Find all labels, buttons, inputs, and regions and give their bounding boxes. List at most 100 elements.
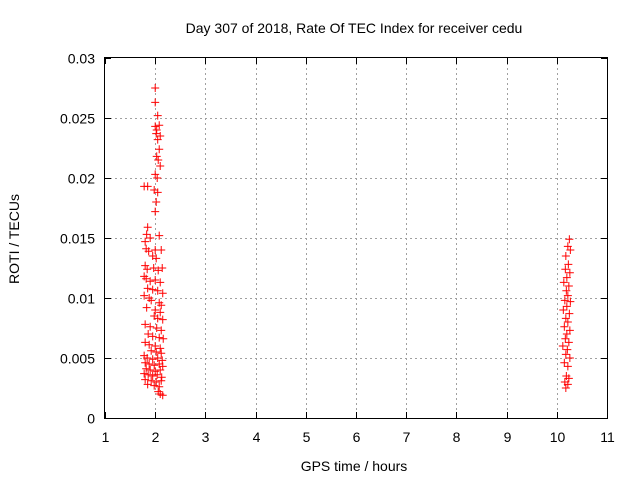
data-point xyxy=(156,308,165,317)
data-point xyxy=(157,349,166,358)
data-point xyxy=(152,198,161,206)
data-point xyxy=(151,306,160,314)
data-point xyxy=(143,380,152,389)
x-tick-label: 5 xyxy=(303,429,311,445)
data-point xyxy=(563,318,572,326)
data-point xyxy=(158,264,167,272)
data-point xyxy=(156,366,165,374)
data-point xyxy=(155,145,164,154)
data-point xyxy=(155,333,164,342)
data-point xyxy=(145,360,154,368)
x-tick-label: 2 xyxy=(152,429,160,445)
data-point xyxy=(151,342,160,350)
data-point xyxy=(563,345,572,354)
data-point xyxy=(561,252,570,260)
x-tick-label: 9 xyxy=(504,429,512,445)
data-point xyxy=(151,276,160,284)
data-point xyxy=(143,182,152,191)
data-point xyxy=(155,231,164,240)
y-tick-label: 0.01 xyxy=(68,291,95,307)
y-tick-label: 0 xyxy=(87,411,95,427)
y-tick-label: 0.005 xyxy=(60,351,95,367)
data-point xyxy=(141,237,150,246)
data-point xyxy=(148,355,157,364)
data-point xyxy=(142,364,151,373)
data-point xyxy=(559,278,568,287)
data-point xyxy=(152,152,161,161)
data-point xyxy=(158,391,167,400)
data-point xyxy=(146,234,155,242)
data-point xyxy=(561,350,570,359)
x-axis-label: GPS time / hours xyxy=(301,458,408,474)
data-point xyxy=(561,334,570,343)
data-point xyxy=(153,188,162,197)
data-point xyxy=(151,367,160,376)
data-point xyxy=(566,246,575,254)
data-point xyxy=(566,297,575,306)
data-point xyxy=(145,340,154,349)
data-point xyxy=(151,122,160,131)
data-point xyxy=(563,291,572,300)
data-point xyxy=(562,302,571,311)
data-point xyxy=(156,344,165,353)
data-point xyxy=(155,121,164,130)
data-point xyxy=(146,277,155,286)
data-point xyxy=(564,374,573,383)
data-point xyxy=(155,382,164,391)
data-point xyxy=(157,246,166,254)
data-point xyxy=(143,223,152,232)
x-tick-label: 7 xyxy=(403,429,411,445)
data-point xyxy=(153,111,162,120)
data-point xyxy=(150,361,159,370)
data-point xyxy=(565,309,574,318)
data-point xyxy=(151,84,160,92)
data-point xyxy=(146,322,155,331)
data-point xyxy=(140,291,149,300)
plot-frame xyxy=(104,57,608,419)
data-point xyxy=(141,320,150,329)
data-points xyxy=(140,84,575,400)
y-tick-label: 0.02 xyxy=(68,171,95,187)
data-point xyxy=(562,286,571,295)
data-point xyxy=(141,261,150,270)
data-point xyxy=(158,315,167,324)
data-point xyxy=(147,376,156,385)
x-tick-label: 10 xyxy=(550,429,566,445)
data-point xyxy=(156,278,165,287)
data-point xyxy=(143,284,152,293)
y-tick-label: 0.025 xyxy=(60,111,95,127)
data-point xyxy=(157,326,166,335)
data-point xyxy=(151,98,160,107)
data-point xyxy=(148,372,157,380)
data-point xyxy=(152,324,161,332)
data-point xyxy=(154,156,163,164)
x-tick-label: 3 xyxy=(202,429,210,445)
data-point xyxy=(144,370,153,379)
data-point xyxy=(140,369,149,378)
data-point xyxy=(144,247,153,256)
data-point xyxy=(142,274,151,283)
data-point xyxy=(141,375,150,384)
data-point xyxy=(152,129,161,138)
data-point xyxy=(149,264,158,272)
data-point xyxy=(146,366,155,374)
data-point xyxy=(159,334,168,343)
y-axis-ticks: 0 0.005 0.01 0.015 0.02 0.025 0.03 xyxy=(60,51,607,427)
data-point xyxy=(152,378,161,386)
data-point xyxy=(144,330,153,338)
data-point xyxy=(563,380,572,389)
data-point xyxy=(141,358,150,367)
data-point xyxy=(148,332,157,341)
data-point xyxy=(151,170,160,179)
data-point xyxy=(157,301,166,310)
x-tick-label: 4 xyxy=(253,429,261,445)
data-point xyxy=(565,235,574,244)
data-point xyxy=(157,376,166,385)
x-tick-label: 8 xyxy=(453,429,461,445)
data-point xyxy=(153,174,162,182)
chart-title: Day 307 of 2018, Rate Of TEC Index for r… xyxy=(186,20,523,36)
data-point xyxy=(561,265,570,274)
data-point xyxy=(152,126,161,134)
data-point xyxy=(157,373,166,382)
